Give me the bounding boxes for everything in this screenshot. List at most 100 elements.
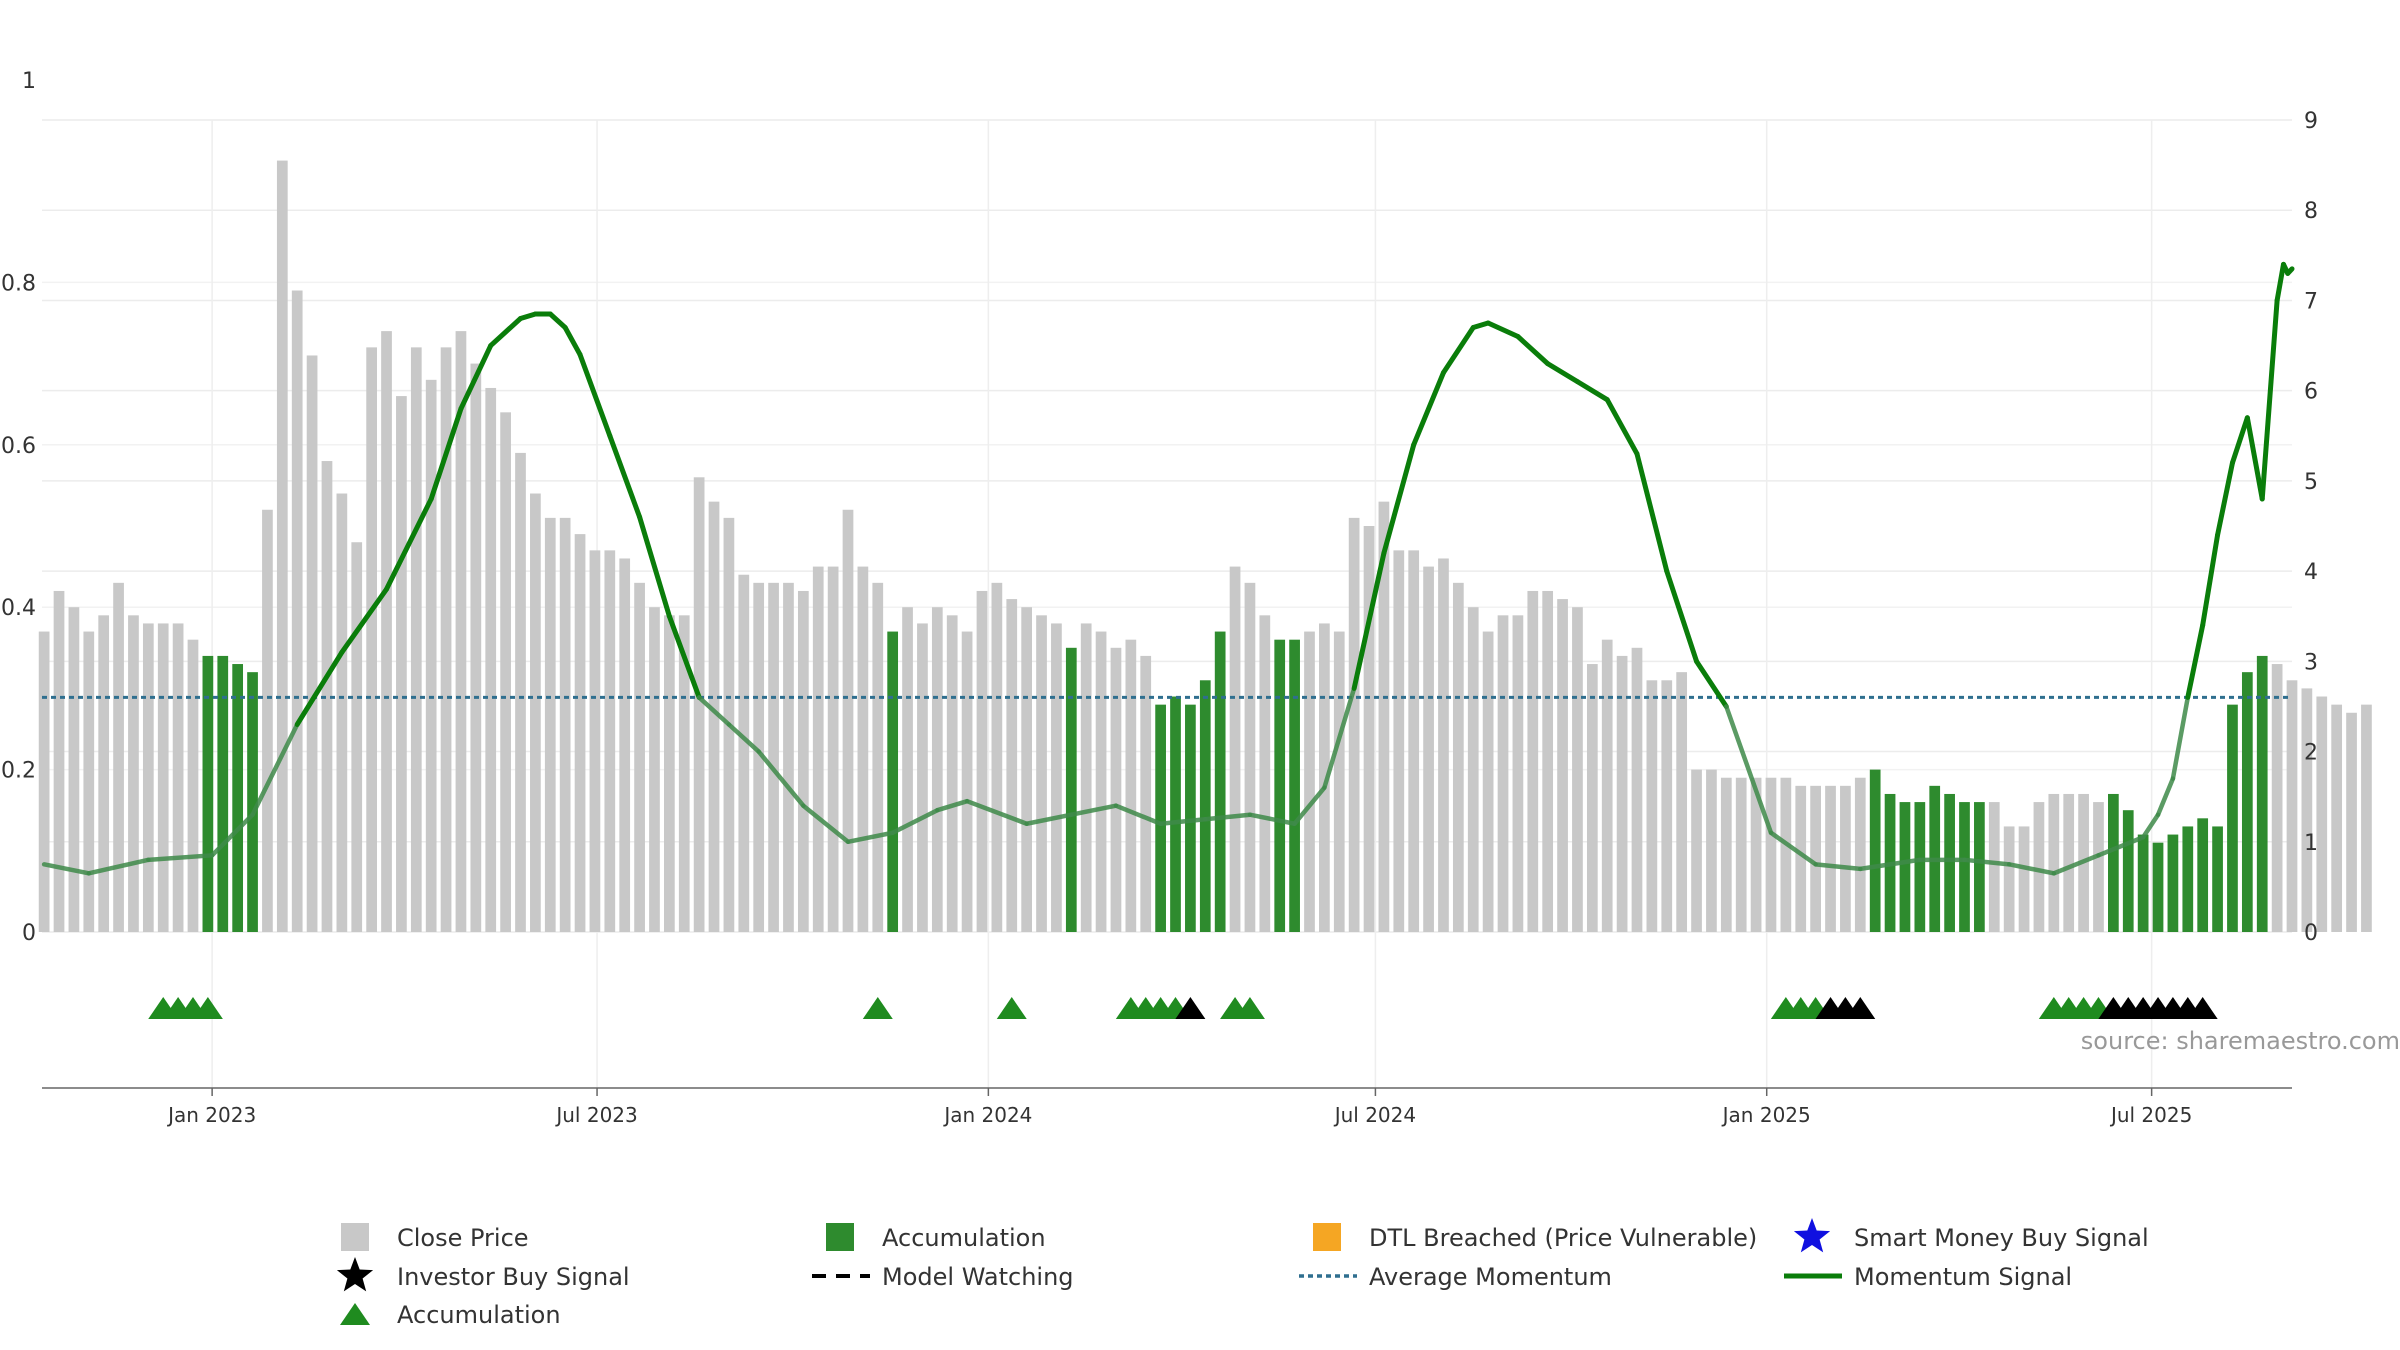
left-axis-tick-label: 0.6 <box>1 434 36 459</box>
legend-label: Accumulation <box>397 1301 561 1329</box>
momentum-signal-segment <box>1381 442 1417 556</box>
close-price-bar <box>68 607 80 932</box>
close-price-bar <box>172 623 184 932</box>
momentum-signal-segment <box>2140 812 2161 840</box>
right-axis-tick-label: 2 <box>2304 741 2318 766</box>
right-axis-tick-label: 3 <box>2304 650 2318 675</box>
momentum-signal-segment <box>2274 261 2286 303</box>
close-price-bar <box>649 607 660 932</box>
close-price-bar <box>902 607 913 932</box>
momentum-signal-segment <box>1724 704 1774 836</box>
accumulation-bar <box>2122 810 2134 932</box>
momentum-signal-segment <box>2155 776 2176 817</box>
close-price-bar <box>2346 712 2357 932</box>
momentum-signal-segment <box>696 695 732 727</box>
momentum-signal-segment <box>2215 460 2235 538</box>
close-price-bar <box>1557 599 1568 932</box>
legend-label: DTL Breached (Price Vulnerable) <box>1369 1224 1757 1252</box>
close-price-bar <box>262 509 273 932</box>
momentum-signal-segment <box>517 311 538 321</box>
close-price-bar <box>1125 639 1137 932</box>
close-price-bar <box>157 623 169 932</box>
close-price-bar <box>976 590 988 932</box>
accumulation-bar <box>202 655 214 932</box>
momentum-signal-segment <box>1351 550 1387 691</box>
momentum-signal-segment <box>86 857 151 876</box>
source-label: source: sharemaestro.com <box>2081 1027 2400 1055</box>
close-price-bar <box>2018 826 2030 932</box>
legend-label: Investor Buy Signal <box>397 1263 630 1291</box>
close-price-bar <box>1140 655 1152 932</box>
close-price-bar <box>2331 704 2343 932</box>
momentum-signal-segment <box>2244 415 2265 502</box>
close-price-bar <box>1646 680 1658 932</box>
momentum-signal-segment <box>547 311 568 331</box>
close-price-bar <box>1110 647 1122 932</box>
close-price-bar <box>2063 793 2075 932</box>
momentum-signal-segment <box>1768 830 1818 867</box>
momentum-signal-segment <box>607 433 643 520</box>
legend-star-icon <box>1793 1218 1831 1253</box>
momentum-signal-segment <box>1113 803 1163 826</box>
close-price-bar <box>2361 704 2372 932</box>
momentum-signal-segment <box>1485 320 1521 340</box>
close-price-bar <box>797 590 809 932</box>
close-price-bar <box>1691 769 1702 932</box>
close-price-bar <box>2286 680 2298 932</box>
right-axis-tick-label: 6 <box>2304 380 2318 405</box>
investor-buy-marker <box>1175 997 1206 1019</box>
right-axis-tick-label: 1 <box>2304 831 2318 856</box>
momentum-signal-layer <box>41 261 2295 876</box>
accumulation-bar <box>2167 834 2179 932</box>
momentum-signal-segment <box>2259 297 2280 502</box>
close-price-bar <box>753 582 765 932</box>
x-axis-tick-label: Jul 2024 <box>1333 1103 1416 1127</box>
legend-square-swatch <box>341 1223 369 1251</box>
close-price-bar <box>1423 566 1434 932</box>
close-price-bar <box>559 517 571 932</box>
close-price-bar <box>1765 777 1777 932</box>
close-price-bar <box>336 493 348 932</box>
accumulation-bar <box>2256 655 2268 932</box>
momentum-signal-segment <box>384 496 434 592</box>
accumulation-marker <box>1234 997 1265 1019</box>
momentum-signal-segment <box>577 352 613 439</box>
momentum-signal-segment <box>1858 857 1923 872</box>
close-price-bar <box>812 566 824 932</box>
accumulation-bar <box>887 631 899 932</box>
close-price-bar <box>783 582 794 932</box>
close-price-bar <box>142 623 154 932</box>
close-price-bar <box>768 582 779 932</box>
close-price-bar <box>827 566 839 932</box>
close-price-bar <box>1393 550 1405 932</box>
accumulation-marker <box>996 997 1027 1019</box>
close-price-bar <box>664 615 675 932</box>
close-price-bar <box>1527 590 1539 932</box>
close-price-bar <box>113 582 124 932</box>
close-price-bar <box>2093 802 2104 932</box>
close-price-bar <box>1988 802 2000 932</box>
close-price-bar <box>961 631 973 932</box>
close-price-bar <box>2271 664 2283 932</box>
accumulation-bar <box>232 664 244 932</box>
momentum-signal-segment <box>562 325 583 358</box>
close-price-bar <box>1825 785 1836 932</box>
momentum-signal-segment <box>964 798 1029 826</box>
momentum-signal-segment <box>1574 379 1610 403</box>
close-price-bar <box>470 363 482 933</box>
accumulation-bar <box>1869 769 1881 932</box>
close-price-bar <box>857 566 869 932</box>
close-price-bar <box>366 347 377 932</box>
x-axis-tick-label: Jan 2024 <box>942 1103 1032 1127</box>
momentum-signal-segment <box>1515 334 1551 367</box>
accumulation-marker <box>192 997 223 1019</box>
close-price-bar <box>917 623 928 932</box>
momentum-signal-segment <box>1694 658 1729 709</box>
close-price-bar <box>589 550 601 932</box>
close-price-bar <box>1676 672 1688 932</box>
close-price-bar <box>842 509 854 932</box>
legend-label: Close Price <box>397 1224 529 1252</box>
legend-square-swatch <box>826 1223 854 1251</box>
momentum-signal-segment <box>890 807 940 836</box>
momentum-signal-segment <box>294 649 345 727</box>
